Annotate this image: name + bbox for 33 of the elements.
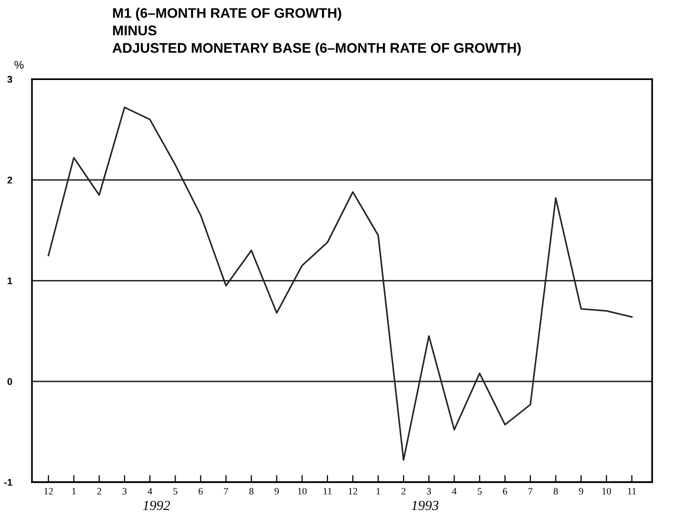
x-tick-label: 3 bbox=[426, 488, 431, 495]
x-tick-label: 9 bbox=[274, 488, 279, 495]
x-tick-label: 9 bbox=[578, 488, 584, 495]
x-tick-label: 7 bbox=[528, 488, 533, 494]
text: 1993 bbox=[412, 500, 438, 510]
y-tick-label: 0 bbox=[7, 378, 12, 386]
x-tick-label: 4 bbox=[148, 488, 152, 494]
x-tick-label: 6 bbox=[198, 488, 203, 495]
y-tick-label: 2 bbox=[7, 176, 12, 184]
x-tick-label: 11 bbox=[324, 488, 332, 494]
x-tick-label: 4 bbox=[452, 488, 457, 494]
x-tick-label: 12 bbox=[348, 488, 358, 494]
x-tick-label: 8 bbox=[554, 488, 558, 495]
chart-title: M1 (6–MONTH RATE OF GROWTH) MINUS ADJUSTED MONETARY BASE (6–MONTH RATE OF GROWTH) bbox=[112, 8, 521, 56]
x-tick-label: 1 bbox=[376, 488, 380, 494]
y-tick-label: 3 bbox=[7, 76, 12, 83]
x-tick-label: 12 bbox=[44, 488, 53, 494]
x-tick-label: 11 bbox=[628, 488, 636, 494]
x-tick-label: 5 bbox=[478, 488, 482, 495]
y-tick-label: 1 bbox=[8, 277, 12, 284]
x-tick-label: 3 bbox=[122, 488, 127, 495]
x-tick-label: 10 bbox=[602, 488, 611, 495]
text: 1992 bbox=[143, 500, 170, 510]
y-tick-label: -1 bbox=[4, 478, 12, 486]
x-tick-label: 1 bbox=[72, 488, 76, 494]
x-tick-label: 10 bbox=[298, 488, 307, 495]
x-tick-label: 5 bbox=[173, 488, 178, 495]
x-tick-label: 6 bbox=[502, 488, 508, 495]
x-tick-label: 2 bbox=[97, 488, 102, 494]
x-tick-label: 8 bbox=[249, 488, 254, 495]
x-tick-label: 7 bbox=[224, 488, 228, 494]
y-axis-title: % bbox=[14, 60, 24, 69]
x-tick-label: 2 bbox=[402, 488, 406, 494]
